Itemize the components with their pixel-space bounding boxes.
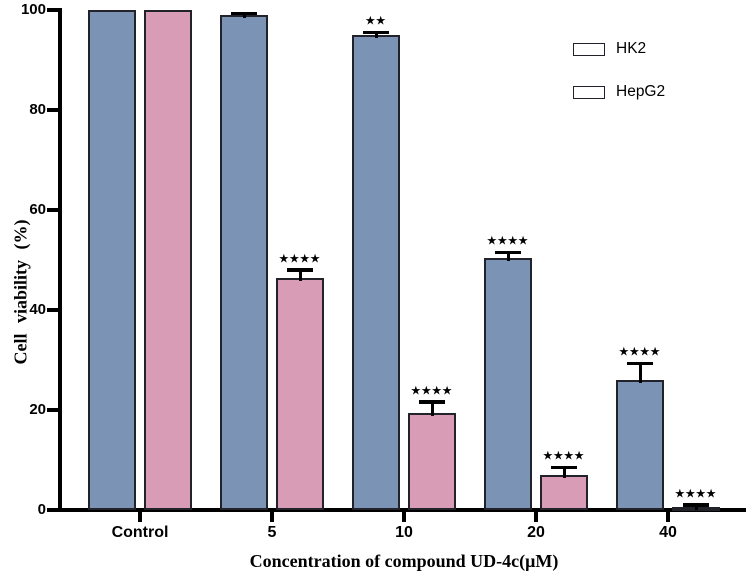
bar-hk2-10 (352, 35, 400, 510)
bar-hk2-control (88, 10, 136, 510)
x-tick-label-control: Control (111, 524, 169, 541)
bar-hk2-40 (616, 380, 664, 510)
y-tick (47, 408, 58, 412)
bar-hepg2-20 (540, 475, 588, 510)
x-tick-label-5: 5 (267, 524, 277, 541)
x-axis-title: Concentration of compound UD-4c(μM) (249, 551, 559, 571)
x-tick (666, 512, 670, 522)
error-bar-cap (495, 250, 521, 254)
y-tick (47, 108, 58, 112)
significance-label: ★★ (365, 15, 387, 27)
error-bar-stem (430, 401, 434, 416)
error-bar-cap (419, 400, 445, 404)
significance-label: ★★★★ (675, 487, 717, 500)
significance-label: ★★★★ (487, 235, 529, 247)
error-bar-cap (627, 361, 653, 365)
error-bar-cap (551, 465, 577, 469)
error-bar-stem (374, 32, 378, 38)
bar-hepg2-5 (276, 277, 324, 510)
legend-swatch-hepg2 (573, 85, 605, 99)
error-bar-stem (506, 252, 510, 261)
y-tick (47, 8, 58, 12)
bar-hepg2-10 (408, 412, 456, 510)
x-tick (534, 512, 538, 522)
x-tick-label-10: 10 (395, 524, 413, 541)
error-bar-cap (363, 30, 389, 34)
x-tick-label-20: 20 (527, 524, 545, 541)
y-axis-title: Cell viability (%) (10, 219, 31, 365)
x-tick (402, 512, 406, 522)
error-bar-stem (694, 504, 698, 510)
x-tick (270, 512, 274, 522)
error-bar-stem (562, 467, 566, 478)
error-bar-cap (287, 268, 313, 272)
y-tick-label: 80 (29, 101, 46, 118)
significance-label: ★★★★ (411, 384, 453, 397)
y-tick (47, 308, 58, 312)
error-bar-cap (231, 11, 257, 15)
legend-label-hk2: HK2 (616, 40, 647, 57)
x-axis-line (58, 508, 746, 512)
y-tick-label: 40 (29, 301, 46, 318)
significance-label: ★★★★ (279, 252, 321, 265)
y-tick-label: 20 (29, 401, 46, 418)
x-tick (138, 512, 142, 522)
y-tick-label: 100 (20, 1, 46, 18)
significance-label: ★★★★ (543, 450, 585, 462)
error-bar-stem (638, 363, 642, 383)
error-bar-cap (683, 503, 709, 507)
legend-item-hepg2: HepG2 (573, 83, 665, 101)
legend-swatch-hk2 (573, 42, 605, 56)
y-tick (47, 508, 58, 512)
legend-label-hepg2: HepG2 (616, 83, 666, 100)
error-bar-stem (242, 13, 246, 18)
y-tick-label: 60 (29, 201, 46, 218)
y-tick (47, 208, 58, 212)
x-tick-label-40: 40 (659, 524, 677, 541)
bar-hk2-20 (484, 257, 532, 510)
error-bar-stem (298, 269, 302, 281)
legend-item-hk2: HK2 (573, 40, 646, 58)
significance-label: ★★★★ (619, 346, 661, 358)
bar-hk2-5 (220, 15, 268, 510)
bar-hepg2-control (144, 10, 192, 510)
y-axis-line (58, 8, 62, 512)
y-tick-label: 0 (37, 501, 46, 518)
